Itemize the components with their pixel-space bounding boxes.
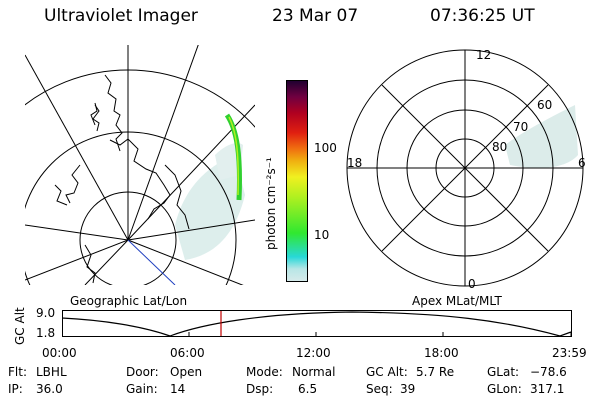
info-dsp-key: Dsp: [246, 382, 274, 396]
apex-map [346, 49, 584, 287]
geographic-map [25, 45, 255, 285]
mlt-label-18: 18 [347, 156, 363, 170]
colorbar-tick-10: 10 [314, 228, 330, 242]
altitude-xtick-0000: 00:00 [42, 346, 77, 360]
info-dsp-value: 6.5 [298, 382, 318, 396]
info-door-value: Open [170, 365, 203, 379]
info-glat-key: GLat: [487, 365, 520, 379]
info-glat-value: −78.6 [530, 365, 567, 379]
info-glon-value: 317.1 [530, 382, 565, 396]
info-gcalt-key: GC Alt: [366, 365, 408, 379]
info-flt-key: Flt: [8, 365, 27, 379]
altitude-ytick-low: 1.8 [36, 326, 56, 340]
info-seq-key: Seq: [366, 382, 393, 396]
geo-map-label: Geographic Lat/Lon [70, 294, 188, 308]
info-ip-key: IP: [8, 382, 23, 396]
info-gcalt-value: 5.7 Re [416, 365, 455, 379]
info-flt-value: LBHL [36, 365, 67, 379]
date-label: 23 Mar 07 [272, 6, 359, 26]
info-glon-key: GLon: [487, 382, 522, 396]
altitude-ylabel: GC Alt [13, 307, 27, 345]
info-mode-key: Mode: [246, 365, 283, 379]
lat-label-70: 70 [513, 120, 529, 134]
altitude-xtick-0600: 06:00 [170, 346, 205, 360]
colorbar [286, 80, 308, 282]
apex-map-label: Apex MLat/MLT [412, 294, 502, 308]
lat-label-60: 60 [537, 98, 553, 112]
info-gain-key: Gain: [126, 382, 158, 396]
mlt-label-6: 6 [578, 156, 586, 170]
mlt-label-12: 12 [476, 48, 492, 62]
info-gain-value: 14 [170, 382, 186, 396]
info-ip-value: 36.0 [36, 382, 63, 396]
altitude-ytick-high: 9.0 [36, 306, 56, 320]
instrument-title: Ultraviolet Imager [44, 6, 198, 26]
lat-label-80: 80 [492, 140, 508, 154]
altitude-xtick-1200: 12:00 [296, 346, 331, 360]
time-label: 07:36:25 UT [430, 6, 535, 26]
altitude-plot [62, 310, 572, 337]
altitude-xtick-2359: 23:59 [552, 346, 587, 360]
colorbar-title: photon cm⁻²s⁻¹ [264, 157, 278, 250]
info-seq-value: 39 [400, 382, 416, 396]
colorbar-tick-100: 100 [314, 141, 337, 155]
info-mode-value: Normal [292, 365, 336, 379]
mlt-label-0: 0 [468, 277, 476, 291]
altitude-xtick-1800: 18:00 [424, 346, 459, 360]
info-door-key: Door: [126, 365, 159, 379]
